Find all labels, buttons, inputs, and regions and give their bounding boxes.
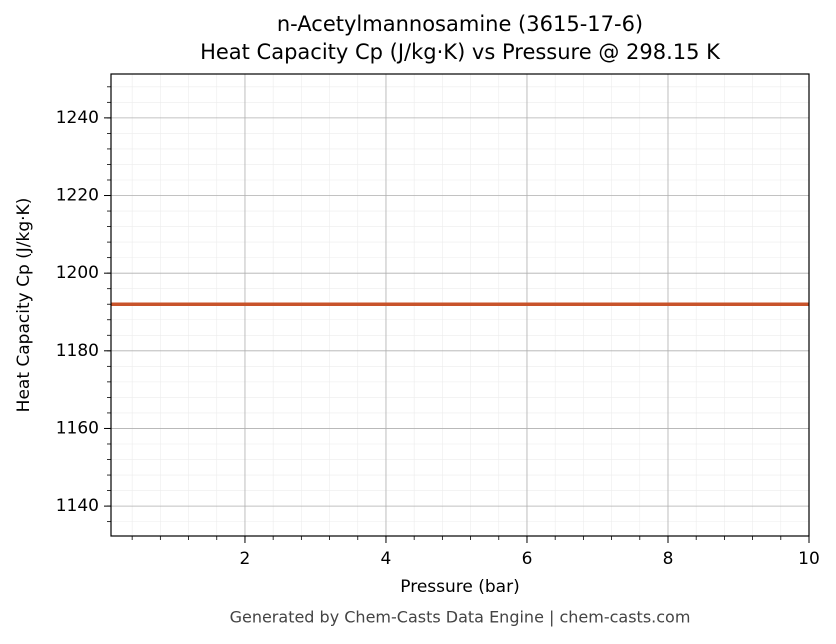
y-tick-label: 1220 bbox=[56, 186, 99, 206]
x-tick-label: 6 bbox=[522, 549, 533, 569]
y-tick-label: 1160 bbox=[56, 418, 99, 438]
x-tick-label: 10 bbox=[798, 549, 820, 569]
footer: Generated by Chem-Casts Data Engine | ch… bbox=[230, 608, 691, 627]
x-tick-label: 8 bbox=[663, 549, 674, 569]
y-axis-label: Heat Capacity Cp (J/kg·K) bbox=[14, 198, 34, 413]
y-tick-label: 1240 bbox=[56, 108, 99, 128]
y-tick-label: 1140 bbox=[56, 496, 99, 516]
plot-frame bbox=[110, 73, 810, 537]
chart-subtitle: Heat Capacity Cp (J/kg·K) vs Pressure @ … bbox=[200, 40, 721, 64]
x-tick-label: 2 bbox=[240, 549, 251, 569]
x-axis-label: Pressure (bar) bbox=[400, 577, 519, 597]
y-tick-label: 1200 bbox=[56, 263, 99, 283]
chart-title: n-Acetylmannosamine (3615-17-6) bbox=[277, 12, 643, 36]
x-tick-label: 4 bbox=[381, 549, 392, 569]
y-tick-label: 1180 bbox=[56, 341, 99, 361]
